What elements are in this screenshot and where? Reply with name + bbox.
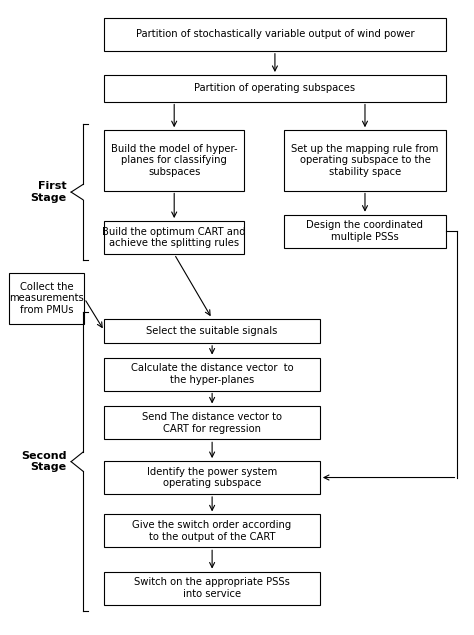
Text: Partition of stochastically variable output of wind power: Partition of stochastically variable out… xyxy=(136,29,414,39)
FancyBboxPatch shape xyxy=(284,215,446,248)
Text: Design the coordinated
multiple PSSs: Design the coordinated multiple PSSs xyxy=(307,220,423,242)
FancyBboxPatch shape xyxy=(104,130,244,190)
Text: Select the suitable signals: Select the suitable signals xyxy=(146,326,278,336)
FancyBboxPatch shape xyxy=(104,319,320,343)
Text: Build the optimum CART and
achieve the splitting rules: Build the optimum CART and achieve the s… xyxy=(102,227,246,248)
Text: Collect the
measurements
from PMUs: Collect the measurements from PMUs xyxy=(9,282,84,315)
FancyBboxPatch shape xyxy=(104,18,446,51)
FancyBboxPatch shape xyxy=(104,461,320,494)
FancyBboxPatch shape xyxy=(104,406,320,439)
FancyBboxPatch shape xyxy=(104,358,320,391)
Text: Identify the power system
operating subspace: Identify the power system operating subs… xyxy=(147,467,277,488)
FancyBboxPatch shape xyxy=(284,130,446,190)
Text: Set up the mapping rule from
operating subspace to the
stability space: Set up the mapping rule from operating s… xyxy=(292,144,438,177)
FancyBboxPatch shape xyxy=(104,75,446,102)
Text: Give the switch order according
to the output of the CART: Give the switch order according to the o… xyxy=(133,520,292,542)
FancyBboxPatch shape xyxy=(104,514,320,547)
FancyBboxPatch shape xyxy=(9,273,84,324)
Text: First
Stage: First Stage xyxy=(30,181,66,203)
Text: Second
Stage: Second Stage xyxy=(21,451,66,472)
Text: Calculate the distance vector  to
the hyper-planes: Calculate the distance vector to the hyp… xyxy=(131,363,293,385)
FancyBboxPatch shape xyxy=(104,221,244,254)
Text: Switch on the appropriate PSSs
into service: Switch on the appropriate PSSs into serv… xyxy=(134,577,290,599)
Text: Send The distance vector to
CART for regression: Send The distance vector to CART for reg… xyxy=(142,412,282,434)
FancyBboxPatch shape xyxy=(104,572,320,605)
Text: Build the model of hyper-
planes for classifying
subspaces: Build the model of hyper- planes for cla… xyxy=(111,144,237,177)
Text: Partition of operating subspaces: Partition of operating subspaces xyxy=(194,83,356,93)
